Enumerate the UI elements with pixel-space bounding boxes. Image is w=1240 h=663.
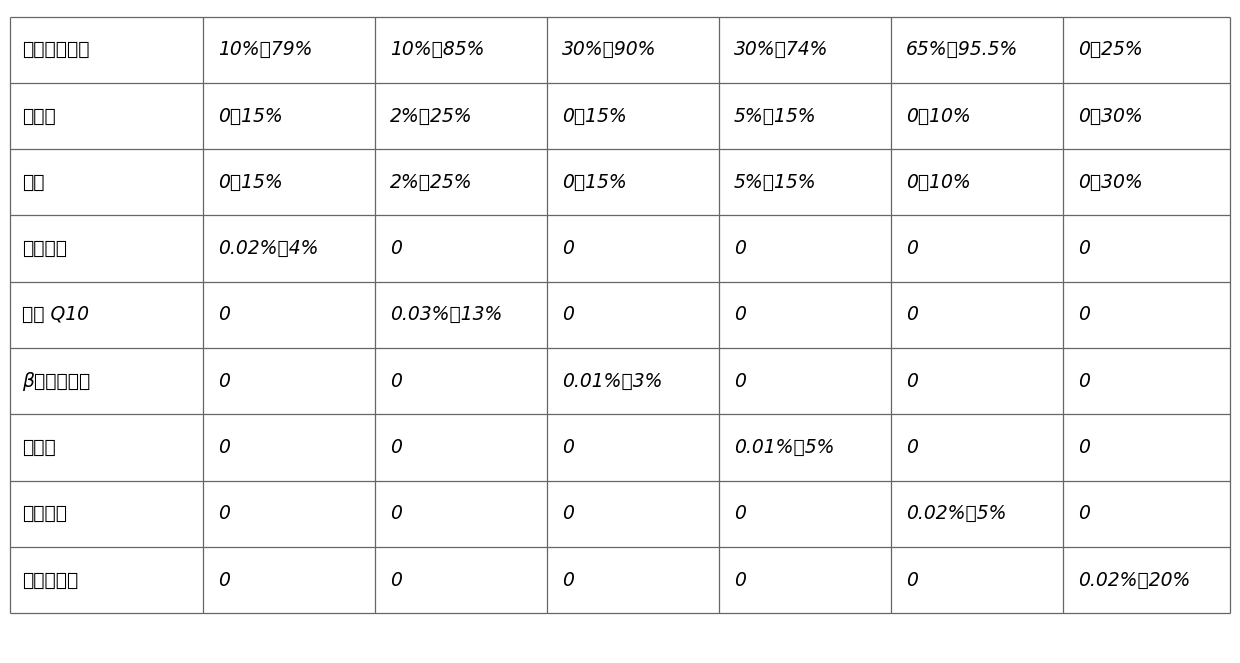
Text: 5%～15%: 5%～15% — [734, 173, 816, 192]
Text: β－胡萝卜素: β－胡萝卜素 — [22, 372, 91, 391]
Text: 0.01%～5%: 0.01%～5% — [734, 438, 835, 457]
Text: 0～15%: 0～15% — [562, 107, 626, 125]
Text: 0～30%: 0～30% — [1078, 107, 1142, 125]
Text: 0～15%: 0～15% — [217, 107, 283, 125]
Text: 中链甘油三酯: 中链甘油三酯 — [22, 40, 89, 59]
Text: 0: 0 — [734, 239, 745, 258]
Text: 0～15%: 0～15% — [562, 173, 626, 192]
Text: 0: 0 — [734, 505, 745, 523]
Text: 辅酮 Q10: 辅酮 Q10 — [22, 306, 89, 324]
Text: 0: 0 — [905, 239, 918, 258]
Text: 0: 0 — [217, 505, 229, 523]
Text: 0.02%～5%: 0.02%～5% — [905, 505, 1006, 523]
Text: 0: 0 — [1078, 505, 1090, 523]
Text: 虾青素: 虾青素 — [22, 438, 56, 457]
Text: 0: 0 — [1078, 372, 1090, 391]
Text: 0: 0 — [389, 239, 402, 258]
Text: 0: 0 — [905, 438, 918, 457]
Text: 0: 0 — [734, 306, 745, 324]
Text: 65%～95.5%: 65%～95.5% — [905, 40, 1018, 59]
Text: 0: 0 — [217, 306, 229, 324]
Text: 0: 0 — [389, 571, 402, 589]
Text: 0: 0 — [734, 372, 745, 391]
Text: 0.01%～3%: 0.01%～3% — [562, 372, 662, 391]
Text: 0: 0 — [734, 571, 745, 589]
Text: 0～30%: 0～30% — [1078, 173, 1142, 192]
Text: 10%～79%: 10%～79% — [217, 40, 312, 59]
Text: 0.02%～20%: 0.02%～20% — [1078, 571, 1190, 589]
Text: 0.02%～4%: 0.02%～4% — [217, 239, 319, 258]
Text: 0～10%: 0～10% — [905, 173, 971, 192]
Text: 0: 0 — [389, 372, 402, 391]
Text: 0～15%: 0～15% — [217, 173, 283, 192]
Text: 番茄红素: 番茄红素 — [22, 505, 67, 523]
Text: 30%～74%: 30%～74% — [734, 40, 828, 59]
Text: 大豆异黄酮: 大豆异黄酮 — [22, 571, 78, 589]
Text: 0: 0 — [562, 505, 574, 523]
Text: 0: 0 — [217, 571, 229, 589]
Text: 0: 0 — [562, 239, 574, 258]
Text: 亚油酸: 亚油酸 — [22, 107, 56, 125]
Text: 0: 0 — [389, 505, 402, 523]
Text: 0: 0 — [1078, 306, 1090, 324]
Text: 0: 0 — [217, 438, 229, 457]
Text: 0: 0 — [562, 571, 574, 589]
Text: 2%～25%: 2%～25% — [389, 173, 472, 192]
Text: 0: 0 — [562, 306, 574, 324]
Text: 5%～15%: 5%～15% — [734, 107, 816, 125]
Text: 0: 0 — [389, 438, 402, 457]
Text: 油酸: 油酸 — [22, 173, 45, 192]
Text: 30%～90%: 30%～90% — [562, 40, 656, 59]
Text: 0: 0 — [217, 372, 229, 391]
Text: 2%～25%: 2%～25% — [389, 107, 472, 125]
Text: 0.03%～13%: 0.03%～13% — [389, 306, 502, 324]
Text: 0: 0 — [1078, 239, 1090, 258]
Text: 0: 0 — [905, 571, 918, 589]
Text: 叶黄素酯: 叶黄素酯 — [22, 239, 67, 258]
Text: 0: 0 — [905, 372, 918, 391]
Text: 10%～85%: 10%～85% — [389, 40, 484, 59]
Text: 0: 0 — [905, 306, 918, 324]
Text: 0: 0 — [562, 438, 574, 457]
Text: 0～10%: 0～10% — [905, 107, 971, 125]
Text: 0～25%: 0～25% — [1078, 40, 1142, 59]
Text: 0: 0 — [1078, 438, 1090, 457]
